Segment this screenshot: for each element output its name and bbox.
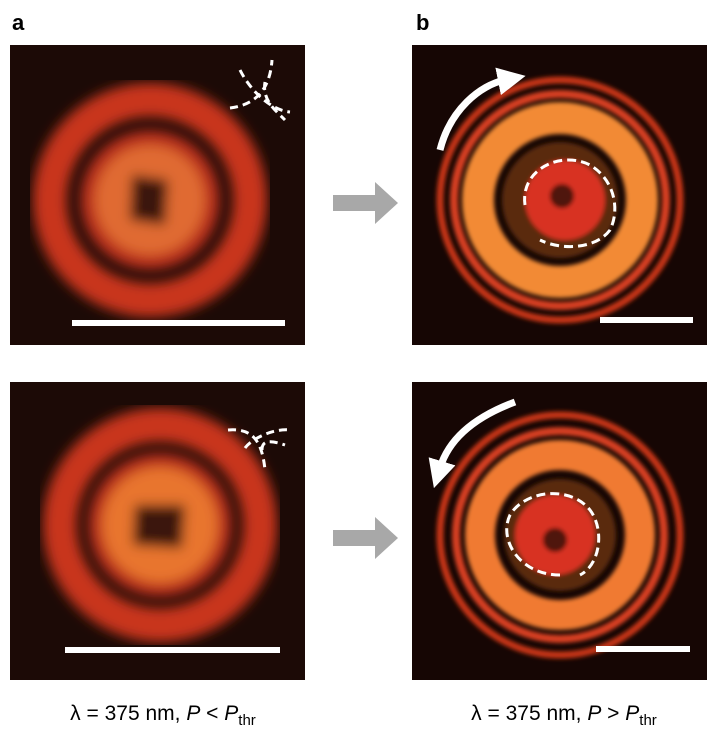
- micrograph: [412, 45, 707, 345]
- caption-var: P: [625, 702, 639, 725]
- caption-var: P: [186, 702, 200, 725]
- caption-var: P: [224, 702, 238, 725]
- panel-label: b: [416, 10, 429, 35]
- arrow: [333, 182, 398, 224]
- caption-text: λ = 375 nm,: [70, 702, 186, 725]
- caption-op: >: [601, 702, 625, 725]
- caption: λ = 375 nm, P < Pthr: [70, 702, 256, 729]
- figure: a b: [0, 0, 716, 731]
- micrograph: [412, 382, 707, 680]
- micrograph: [10, 382, 305, 680]
- caption-sub: thr: [238, 712, 256, 729]
- caption: λ = 375 nm, P > Pthr: [471, 702, 657, 729]
- caption-op: <: [200, 702, 224, 725]
- micrograph: [10, 45, 305, 345]
- arrow: [333, 517, 398, 559]
- caption-text: λ = 375 nm,: [471, 702, 587, 725]
- page: {"labels": ["a", "b"], "captions": [ {"t…: [0, 0, 716, 731]
- panel-label: a: [12, 10, 25, 35]
- caption-sub: thr: [639, 712, 657, 729]
- caption-var: P: [587, 702, 601, 725]
